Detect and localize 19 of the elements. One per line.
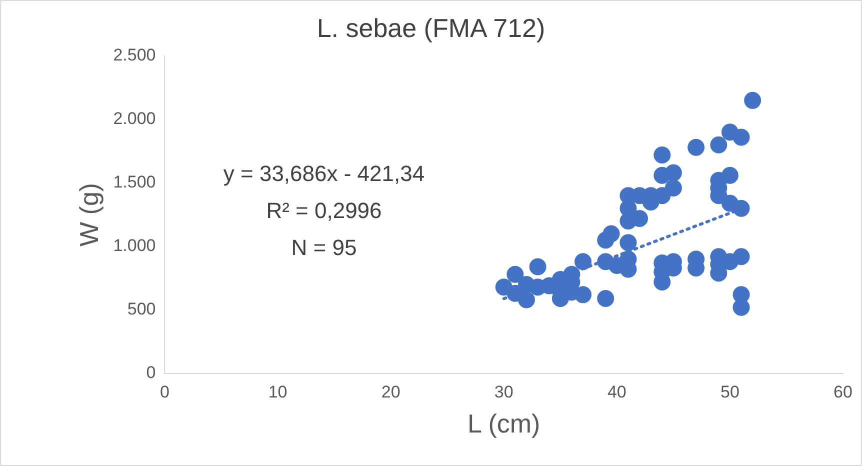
y-tick-label: 500 (127, 300, 156, 319)
annotation: y = 33,686x - 421,34 (222, 161, 426, 187)
x-tick-label: 0 (160, 382, 170, 402)
y-tick-label: 2.000 (113, 109, 156, 128)
x-tick-label: 50 (720, 382, 740, 402)
y-tick-label: 1.500 (113, 172, 156, 192)
x-tick-label: 60 (834, 382, 852, 402)
chart-title: L. sebae (FMA 712) (316, 13, 546, 44)
y-tick-label: 0 (146, 363, 156, 382)
x-tick-label: 20 (381, 382, 400, 402)
x-tick-label: 30 (494, 382, 514, 402)
y-tick-label: 1.000 (113, 236, 156, 256)
x-tick-label: 40 (607, 382, 626, 402)
x-axis-title: L (cm) (468, 408, 540, 439)
y-tick-label: 2.500 (113, 46, 156, 65)
annotation: R² = 0,2996 (265, 198, 383, 224)
x-tick-label: 10 (268, 382, 288, 402)
annotation: N = 95 (290, 235, 358, 261)
y-axis-title: W (g) (74, 182, 104, 246)
